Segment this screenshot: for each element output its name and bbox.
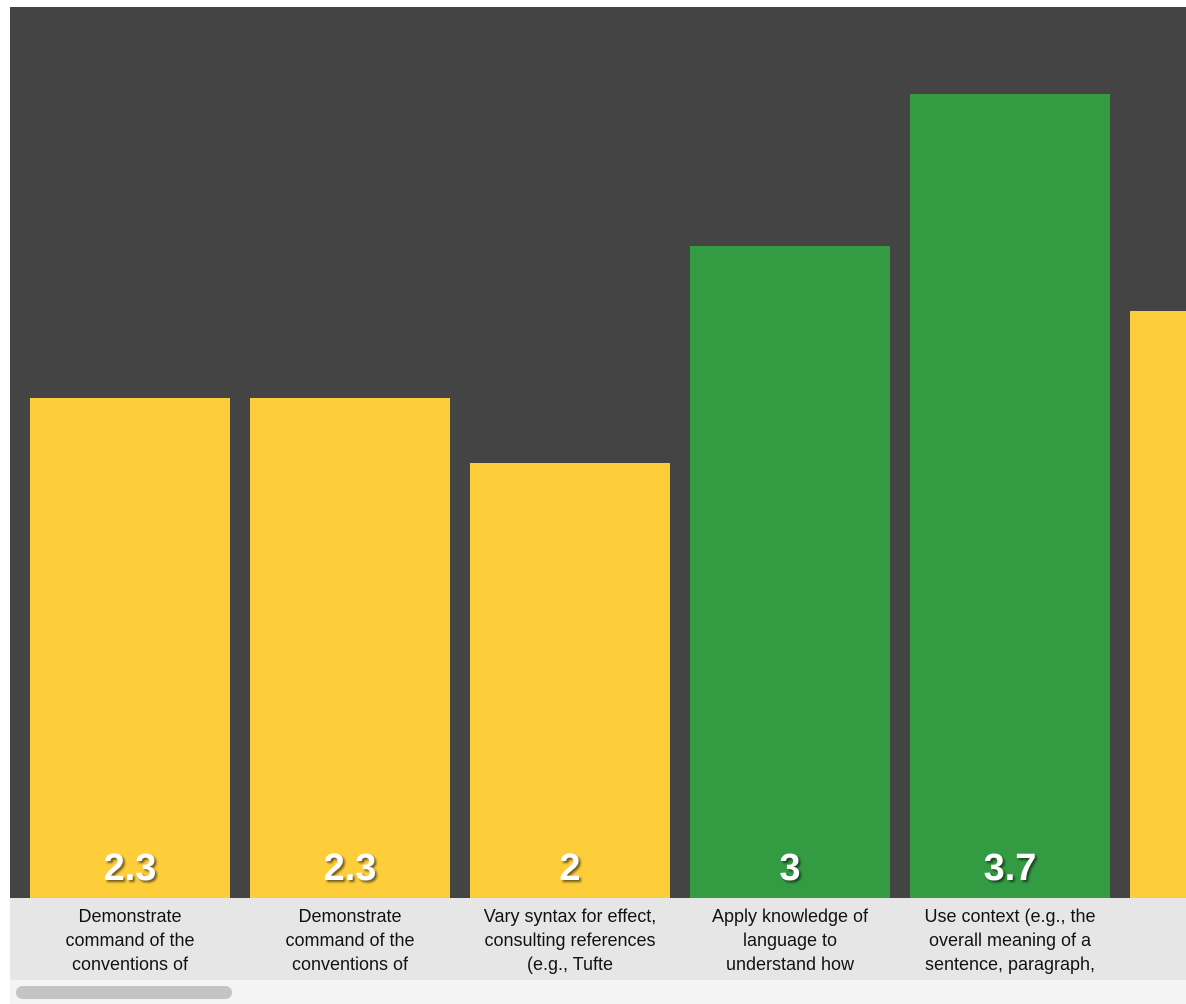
bar[interactable]	[250, 398, 450, 898]
x-tick-label: Demonstrate command of the conventions o…	[285, 906, 415, 974]
x-tick-label: Apply knowledge of language to understan…	[711, 906, 869, 974]
x-tick-label: Use context (e.g., the overall meaning o…	[924, 906, 1096, 974]
bar[interactable]	[30, 398, 230, 898]
bar[interactable]	[690, 246, 890, 898]
x-tick-label: De und figura	[1120, 904, 1186, 976]
bar[interactable]	[1130, 311, 1186, 898]
data-label: 3.7	[983, 847, 1037, 889]
x-axis-label-strip: Demonstrate command of the conventions o…	[10, 898, 1186, 980]
data-label: 2.3	[103, 847, 157, 889]
bar[interactable]	[910, 94, 1110, 898]
data-label: 2.3	[323, 847, 377, 889]
horizontal-scrollbar[interactable]	[10, 980, 1186, 1004]
scrollbar-thumb[interactable]	[16, 986, 232, 999]
x-tick-label: Demonstrate command of the conventions o…	[65, 906, 195, 974]
bar[interactable]	[470, 463, 670, 898]
x-tick-label: Vary syntax for effect, consulting refer…	[483, 906, 657, 974]
chart-plot-area: 2.3 2.3 2 3 3.7	[10, 7, 1186, 898]
data-label: 3	[779, 847, 801, 889]
data-label: 2	[559, 847, 581, 889]
